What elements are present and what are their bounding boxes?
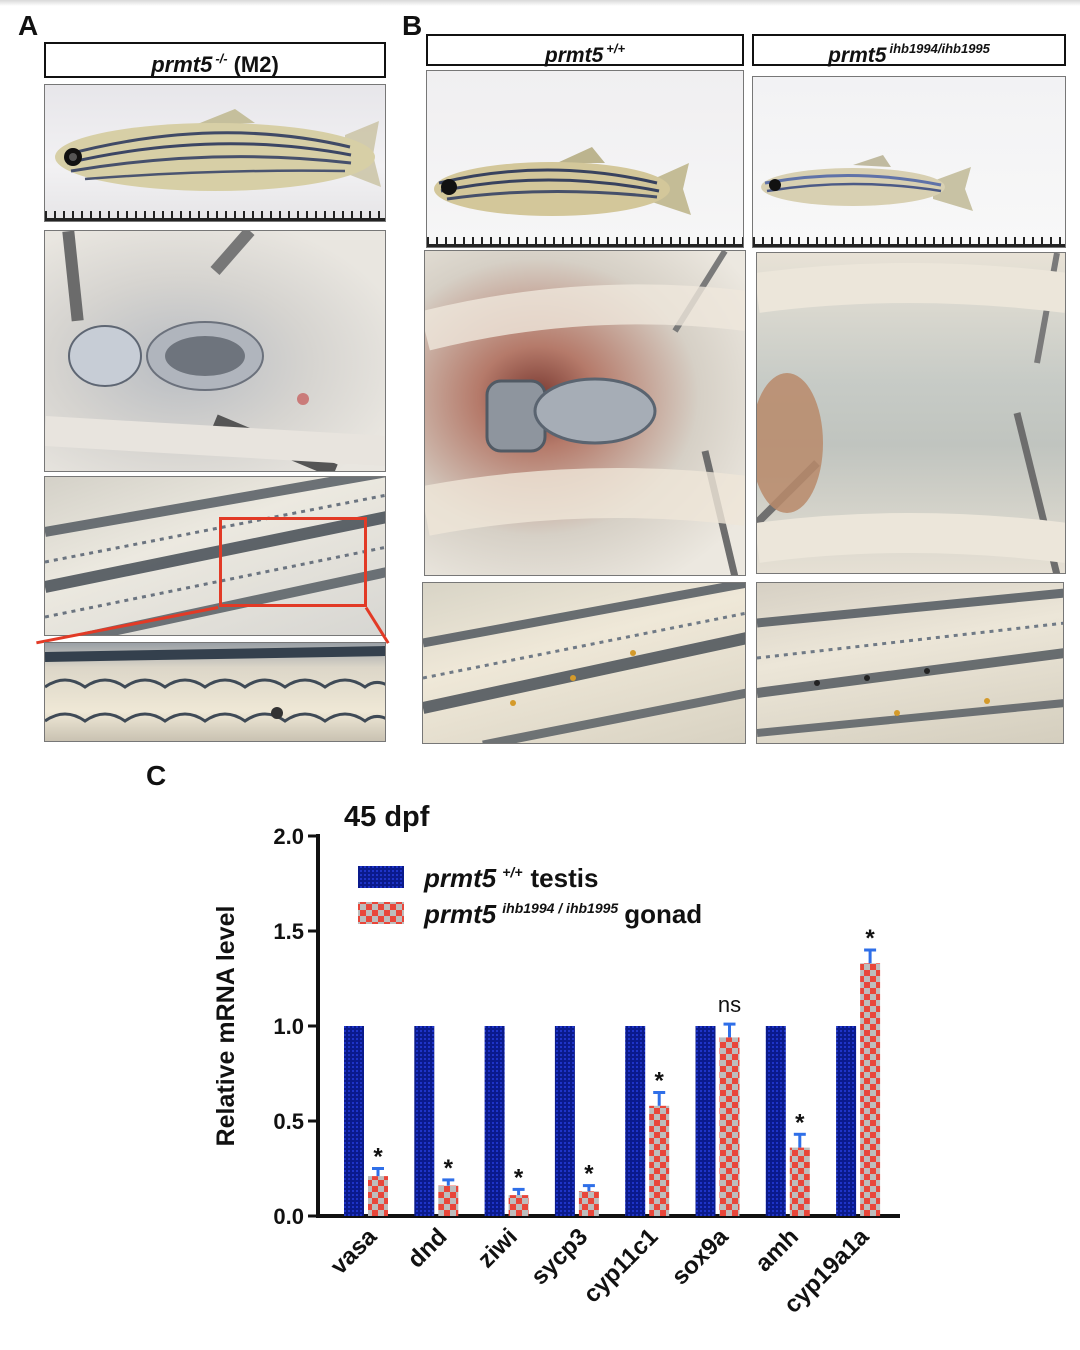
scale-ruler — [45, 209, 385, 221]
bar-wildtype-vasa — [344, 1026, 364, 1216]
bar-wildtype-cyp19a1a — [836, 1026, 857, 1216]
bar-wildtype-ziwi — [484, 1026, 505, 1216]
significance-label-sycp3: * — [584, 1161, 594, 1188]
panel-b-wildtype-fish-photo — [426, 70, 744, 248]
zoom-region-box — [219, 517, 367, 607]
legend-label-mutant: prmt5 ihb1994 / ihb1995 gonad — [423, 899, 702, 929]
panel-a-dissection-photo — [44, 230, 386, 472]
bar-mutant-sycp3 — [578, 1191, 599, 1216]
x-category-label-sycp3: sycp3 — [526, 1223, 593, 1290]
legend-swatch-mutant — [358, 902, 404, 924]
panel-a-genotype: -/- — [215, 51, 228, 66]
panel-b-mutant-genotype: ihb1994/ihb1995 — [889, 41, 990, 56]
scale-ruler — [753, 235, 1065, 247]
panel-a-scales-photo — [44, 476, 386, 636]
panel-a-genotype-label: prmt5 -/- (M2) — [44, 42, 386, 78]
significance-label-ziwi: * — [514, 1164, 524, 1191]
bar-mutant-vasa — [368, 1176, 388, 1216]
wildtype-scales-illustration — [423, 583, 745, 743]
panel-b-mutant-scales-photo — [756, 582, 1064, 744]
bar-wildtype-cyp11c1 — [625, 1026, 646, 1216]
panel-b-mutant-dissection-photo — [756, 252, 1066, 574]
chart-title: 45 dpf — [344, 801, 430, 833]
y-tick-label: 0.5 — [273, 1109, 304, 1134]
significance-label-dnd: * — [444, 1155, 454, 1182]
zoomed-scales-illustration — [45, 646, 385, 723]
legend-label-wildtype: prmt5 +/+ testis — [423, 863, 598, 893]
panel-letter-a: A — [18, 10, 39, 41]
legend-swatch-wildtype — [358, 866, 404, 888]
x-category-label-amh: amh — [750, 1223, 804, 1277]
y-tick-label: 1.0 — [273, 1014, 304, 1039]
panel-b-wildtype-genotype: +/+ — [606, 41, 626, 56]
significance-label-vasa: * — [373, 1144, 383, 1171]
panel-b-mutant-fish-photo — [752, 76, 1066, 248]
top-edge — [0, 0, 1080, 6]
wildtype-dissection-illustration — [425, 251, 745, 575]
significance-label-cyp11c1: * — [655, 1068, 665, 1095]
panel-b-wildtype-dissection-photo — [424, 250, 746, 576]
wildtype-zebrafish-illustration — [434, 147, 691, 216]
dissected-gonad-illustration — [45, 231, 385, 471]
panel-letter-c: C — [146, 760, 167, 791]
bar-wildtype-sox9a — [695, 1026, 716, 1216]
x-category-label-dnd: dnd — [402, 1223, 452, 1273]
panel-a-zoomed-scales-photo — [44, 642, 386, 742]
y-axis-label: Relative mRNA level — [212, 906, 240, 1147]
mutant-scales-illustration — [757, 588, 1063, 737]
significance-label-sox9a: ns — [718, 992, 741, 1017]
bar-wildtype-amh — [765, 1026, 786, 1216]
x-category-label-cyp11c1: cyp11c1 — [578, 1223, 663, 1308]
panel-a-whole-fish-photo — [44, 84, 386, 222]
significance-label-amh: * — [795, 1109, 805, 1136]
panel-a-gene: prmt5 — [151, 52, 213, 77]
mutant-zebrafish-illustration — [761, 155, 973, 211]
x-category-label-vasa: vasa — [325, 1223, 382, 1280]
x-category-label-sox9a: sox9a — [667, 1223, 735, 1291]
bar-mutant-dnd — [438, 1185, 459, 1216]
bar-wildtype-dnd — [414, 1026, 435, 1216]
mrna-level-bar-chart: 0.0 0.5 1.0 1.5 2.0 Relative mRNA level 45 dpf… — [212, 801, 900, 1319]
x-category-label-ziwi: ziwi — [473, 1223, 523, 1273]
bar-mutant-sox9a — [719, 1037, 740, 1216]
panel-b-mutant-gene: prmt5 — [828, 44, 887, 67]
bar-mutant-cyp19a1a — [860, 963, 881, 1216]
y-tick-label: 1.5 — [273, 919, 304, 944]
panel-a-generation: (M2) — [233, 52, 279, 77]
panel-b-mutant-label: prmt5 ihb1994/ihb1995 — [752, 34, 1066, 67]
bar-mutant-cyp11c1 — [649, 1105, 670, 1216]
scale-ruler — [427, 235, 743, 247]
y-tick-label: 0.0 — [273, 1204, 304, 1229]
bar-mutant-amh — [789, 1147, 810, 1216]
bar-mutant-ziwi — [508, 1195, 529, 1216]
panel-b-wildtype-gene: prmt5 — [544, 44, 604, 67]
y-tick-label: 2.0 — [273, 824, 304, 849]
panel-b-wildtype-scales-photo — [422, 582, 746, 744]
bar-wildtype-sycp3 — [554, 1026, 575, 1216]
panel-letter-b: B — [402, 10, 423, 41]
significance-label-cyp19a1a: * — [865, 925, 875, 952]
zebrafish-illustration — [55, 109, 381, 191]
mutant-dissection-illustration — [757, 253, 1065, 573]
panel-b-wildtype-label: prmt5 +/+ — [426, 34, 744, 67]
